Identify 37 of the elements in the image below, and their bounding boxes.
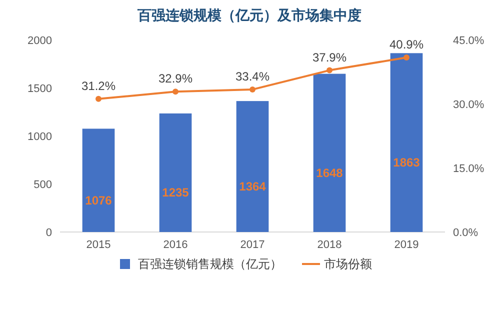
point bbox=[326, 67, 332, 74]
x-tick-label: 2019 bbox=[394, 239, 419, 251]
point bbox=[172, 88, 178, 95]
data-label: 33.4% bbox=[235, 69, 270, 84]
x-tick-label: 2018 bbox=[317, 239, 342, 251]
point bbox=[404, 54, 410, 60]
data-label: 31.2% bbox=[81, 78, 116, 93]
data-label: 37.9% bbox=[312, 50, 347, 64]
legend-label: 市场份额 bbox=[324, 257, 372, 271]
data-label: 1364 bbox=[239, 180, 266, 194]
x-tick-label: 2016 bbox=[163, 239, 188, 251]
x-tick-label: 2015 bbox=[86, 239, 111, 251]
data-label: 32.9% bbox=[158, 72, 193, 86]
y-tick-label: 1500 bbox=[28, 83, 52, 95]
y-tick-label: 0 bbox=[46, 227, 52, 239]
y2-tick-label: 0.0% bbox=[453, 227, 478, 239]
point bbox=[96, 96, 102, 102]
y2-tick-label: 15.0% bbox=[453, 163, 484, 175]
data-label: 1863 bbox=[393, 156, 420, 170]
point bbox=[250, 86, 256, 92]
x-tick-label: 2017 bbox=[240, 239, 265, 251]
bar bbox=[159, 113, 192, 232]
data-label: 1076 bbox=[85, 193, 112, 208]
y-tick-label: 1000 bbox=[28, 131, 52, 143]
chart-title: 百强连锁规模（亿元）及市场集中度 bbox=[136, 7, 362, 23]
y-tick-label: 2000 bbox=[28, 35, 52, 47]
y-tick-label: 500 bbox=[34, 179, 52, 191]
bar bbox=[236, 101, 269, 232]
bar bbox=[313, 74, 346, 232]
data-label: 40.9% bbox=[389, 37, 424, 52]
legend-label: 百强连锁销售规模（亿元） bbox=[138, 257, 282, 271]
data-label: 1235 bbox=[162, 186, 190, 200]
data-label: 1648 bbox=[316, 166, 344, 180]
y2-tick-label: 45.0% bbox=[453, 35, 484, 47]
bar bbox=[390, 53, 423, 232]
bar bbox=[82, 128, 115, 232]
y2-tick-label: 30.0% bbox=[453, 99, 484, 111]
